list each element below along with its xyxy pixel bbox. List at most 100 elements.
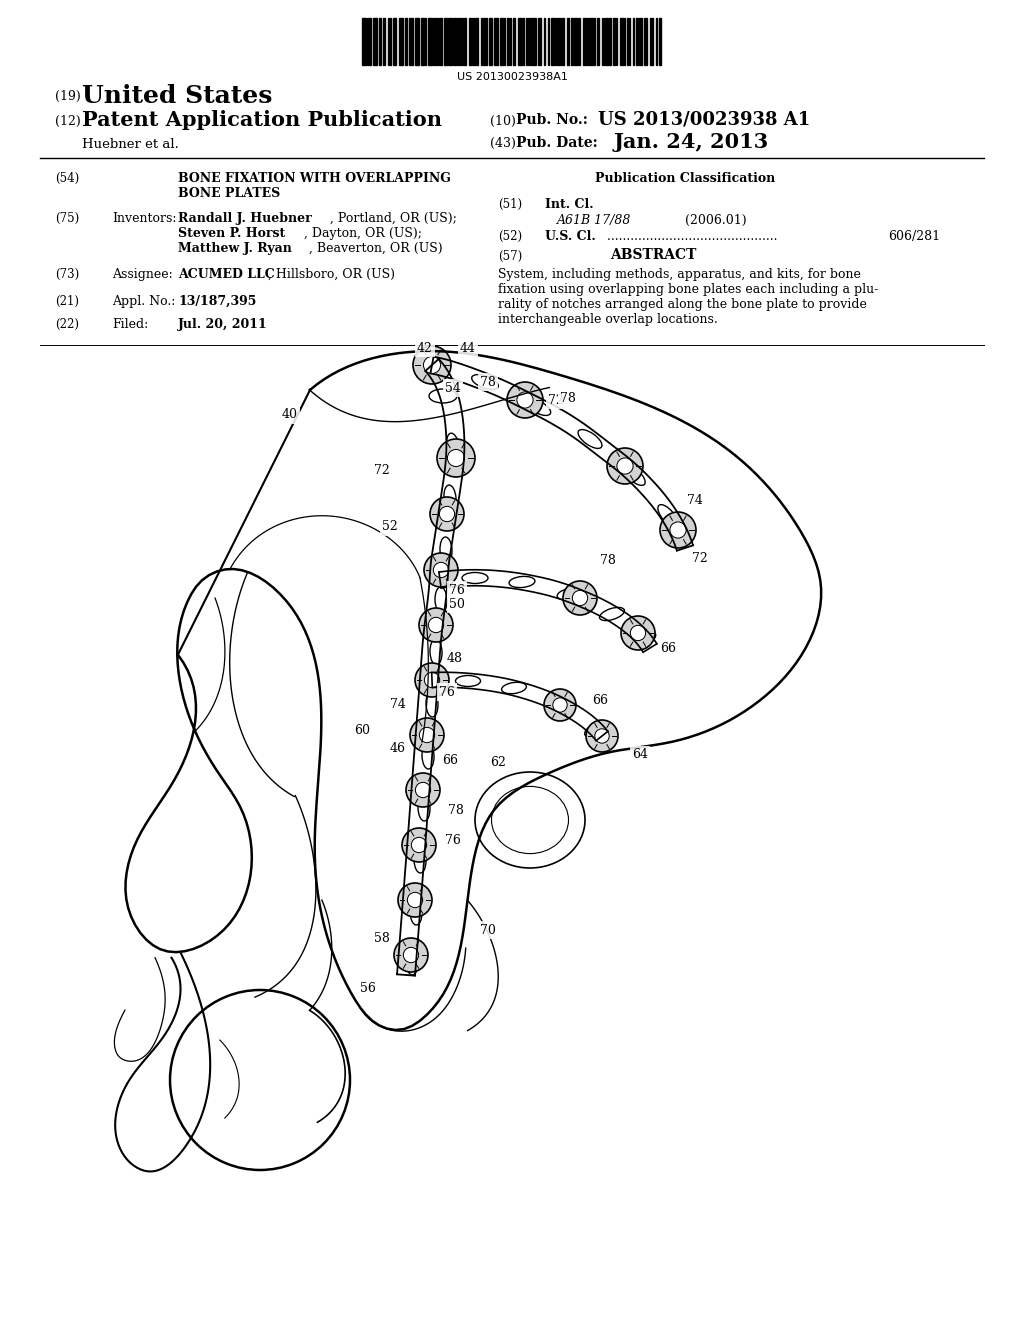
Text: 62: 62 [490,755,506,768]
Text: (2006.01): (2006.01) [685,214,746,227]
Bar [500,18,503,65]
Text: 44: 44 [460,342,476,355]
Text: (10): (10) [490,115,516,128]
Circle shape [517,392,534,408]
Text: 78: 78 [480,375,496,388]
Bar [428,18,432,65]
Bar [571,18,573,65]
Bar [507,18,509,65]
Ellipse shape [414,847,426,873]
Text: 56: 56 [360,982,376,994]
Text: Patent Application Publication: Patent Application Publication [82,110,442,129]
Text: U.S. Cl.: U.S. Cl. [545,230,596,243]
Circle shape [563,581,597,615]
Text: (75): (75) [55,213,79,224]
Bar [513,18,515,65]
Text: 78: 78 [560,392,575,404]
Circle shape [415,663,449,697]
Bar [606,18,608,65]
Text: 54: 54 [445,381,461,395]
Text: US 20130023938A1: US 20130023938A1 [457,73,567,82]
Text: Pub. No.:: Pub. No.: [516,114,588,127]
Bar [421,18,424,65]
Text: 76: 76 [445,833,461,846]
Bar [393,18,396,65]
Circle shape [553,698,567,713]
Circle shape [424,672,439,688]
Bar [439,18,442,65]
Circle shape [660,512,696,548]
Bar [373,18,377,65]
Bar [567,18,569,65]
Bar [557,18,559,65]
Ellipse shape [435,587,447,612]
Circle shape [408,892,423,908]
Circle shape [402,828,436,862]
Bar [449,18,451,65]
Text: 52: 52 [382,520,398,533]
Text: , Portland, OR (US);: , Portland, OR (US); [330,213,457,224]
Circle shape [410,718,444,752]
Ellipse shape [418,795,430,821]
Bar [586,18,588,65]
Bar [538,18,541,65]
Ellipse shape [422,743,434,770]
Bar [620,18,623,65]
Text: 72: 72 [692,552,708,565]
Bar [472,18,474,65]
Text: Huebner et al.: Huebner et al. [82,139,179,150]
Circle shape [420,727,434,743]
Bar [383,18,385,65]
Circle shape [507,381,543,418]
Bar [362,18,366,65]
Bar [457,18,459,65]
Bar [415,18,419,65]
Text: interchangeable overlap locations.: interchangeable overlap locations. [498,313,718,326]
Text: Publication Classification: Publication Classification [595,172,775,185]
Text: Jul. 20, 2011: Jul. 20, 2011 [178,318,267,331]
Ellipse shape [456,676,480,686]
Bar [483,18,485,65]
Ellipse shape [406,949,418,975]
Bar [659,18,662,65]
Bar [574,18,578,65]
Text: (22): (22) [55,318,79,331]
Bar [379,18,381,65]
Text: , Dayton, OR (US);: , Dayton, OR (US); [304,227,422,240]
Bar [589,18,593,65]
Text: 46: 46 [390,742,406,755]
Circle shape [416,783,431,797]
Bar [562,18,564,65]
Text: 50: 50 [450,598,465,610]
Text: Pub. Date:: Pub. Date: [516,136,598,150]
Ellipse shape [440,537,452,564]
Text: Filed:: Filed: [112,318,148,331]
Text: 58: 58 [374,932,390,945]
Circle shape [447,449,465,466]
Text: (21): (21) [55,294,79,308]
Text: (19): (19) [55,90,81,103]
Bar [609,18,611,65]
Text: fixation using overlapping bone plates each including a plu-: fixation using overlapping bone plates e… [498,282,879,296]
Circle shape [394,939,428,972]
Bar [463,18,466,65]
Circle shape [439,507,455,521]
Circle shape [607,447,643,484]
Bar [518,18,522,65]
Text: 66: 66 [660,642,676,655]
Text: 74: 74 [390,698,406,711]
Text: 76: 76 [450,583,465,597]
Bar [475,18,478,65]
Circle shape [595,729,609,743]
Text: 70: 70 [480,924,496,936]
Text: rality of notches arranged along the bone plate to provide: rality of notches arranged along the bon… [498,298,867,312]
Bar [613,18,615,65]
Text: (73): (73) [55,268,79,281]
Circle shape [424,553,458,587]
Ellipse shape [599,607,625,620]
Ellipse shape [444,484,456,511]
Ellipse shape [430,639,442,665]
Text: 606/281: 606/281 [888,230,940,243]
Text: 60: 60 [354,723,370,737]
Text: A61B 17/88: A61B 17/88 [557,214,632,227]
